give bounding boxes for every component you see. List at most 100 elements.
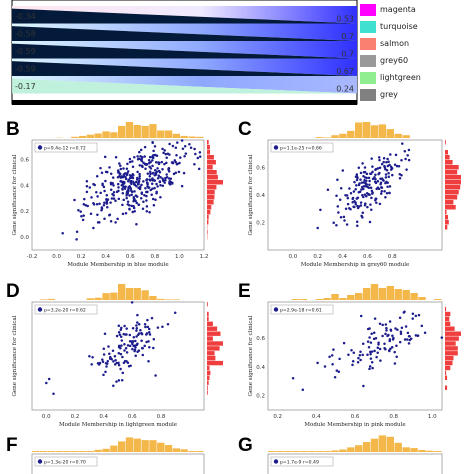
data-point: [333, 375, 337, 379]
data-point: [119, 167, 123, 171]
data-point: [407, 148, 411, 152]
marginal-y-bar: [207, 220, 209, 225]
marginal-x-bar: [164, 299, 173, 300]
data-point: [126, 344, 130, 347]
correlation-legend-box: [270, 304, 334, 315]
data-point: [82, 203, 86, 206]
x-tick-label: -0.2: [27, 254, 38, 260]
marginal-x-bar: [133, 288, 141, 300]
marginal-x-bar: [378, 288, 387, 300]
plot-area: [31, 301, 205, 411]
data-point: [161, 325, 164, 328]
y-tick-label: 0.4: [20, 183, 29, 189]
marginal-x-bar: [164, 445, 173, 452]
data-point: [79, 210, 82, 213]
x-axis-label: Module Membership in grey60 module: [301, 262, 410, 268]
marginal-x-bar: [110, 292, 118, 300]
marginal-x-bar: [94, 297, 102, 300]
data-point: [168, 142, 171, 146]
marginal-x-bar: [141, 290, 149, 300]
data-point: [355, 173, 359, 176]
data-point: [151, 177, 154, 180]
data-point: [357, 166, 361, 170]
data-point: [388, 320, 392, 323]
data-point: [91, 356, 94, 359]
data-point: [101, 360, 105, 364]
marginal-x-bar: [355, 445, 363, 452]
data-point: [150, 316, 154, 320]
data-point: [133, 348, 137, 352]
data-point: [373, 349, 376, 353]
marginal-x-bar: [362, 122, 371, 138]
data-point: [130, 189, 133, 192]
data-point: [148, 170, 152, 174]
marginal-x-bar: [291, 451, 300, 452]
data-point: [374, 173, 377, 177]
data-point: [398, 176, 402, 180]
data-point: [356, 224, 359, 228]
data-point: [108, 352, 111, 355]
data-point: [167, 167, 171, 170]
data-point: [175, 162, 179, 166]
scatter-plot-grey60: 0.0 0.2 0.4 0.6 0.8 0.2 0.4 0.6 Module Membershi…: [248, 122, 461, 268]
data-point: [182, 171, 186, 175]
data-point: [143, 323, 147, 326]
data-point: [143, 344, 146, 348]
data-point: [385, 329, 388, 332]
marginal-y-bar: [445, 150, 448, 155]
legend-swatch-magenta: [360, 4, 376, 16]
data-point: [128, 208, 131, 211]
data-point: [404, 325, 408, 328]
marginal-y-bar: [207, 145, 210, 150]
data-point: [135, 335, 138, 338]
data-point: [357, 190, 361, 194]
data-point: [387, 172, 390, 175]
legend-label-grey60: grey60: [380, 56, 409, 65]
data-point: [365, 176, 368, 180]
data-point: [101, 358, 104, 361]
data-point: [379, 192, 383, 195]
data-point: [89, 212, 93, 216]
data-point: [149, 188, 152, 192]
data-point: [156, 176, 160, 180]
y-tick-label: 0.0: [20, 235, 29, 241]
data-point: [147, 161, 151, 165]
data-point: [135, 201, 138, 205]
band-wedge-lower: [12, 78, 357, 94]
data-point: [77, 209, 80, 212]
marginal-y-bar: [207, 230, 208, 235]
band-wedge-lower: [12, 26, 357, 41]
marginal-y-bar: [445, 321, 451, 326]
data-point: [366, 327, 370, 331]
data-point: [155, 182, 158, 186]
marginal-x-bar: [331, 135, 339, 138]
marginal-y-bar: [207, 316, 209, 322]
data-point: [148, 333, 152, 336]
data-point: [193, 163, 196, 166]
data-point: [117, 197, 121, 201]
marginal-x-bar: [386, 129, 394, 138]
data-point: [133, 190, 136, 193]
marginal-y-bar: [207, 321, 213, 326]
data-point: [121, 188, 124, 191]
data-point: [112, 184, 115, 187]
data-point: [406, 154, 409, 157]
data-point: [130, 340, 133, 343]
marginal-x-bar: [402, 290, 410, 300]
x-tick-label: 0.6: [128, 414, 137, 420]
data-point: [399, 332, 403, 336]
data-point: [323, 365, 327, 368]
data-point: [371, 165, 374, 168]
marginal-x-bar: [94, 133, 102, 138]
data-point: [316, 226, 319, 230]
data-point: [367, 186, 371, 189]
data-point: [85, 185, 89, 188]
data-point: [104, 370, 107, 374]
data-point: [400, 326, 404, 330]
data-point: [161, 168, 164, 171]
data-point: [119, 352, 123, 356]
data-point: [355, 197, 359, 200]
band-left-value: -0.59: [15, 47, 36, 56]
data-point: [131, 176, 135, 180]
data-point: [384, 347, 387, 351]
